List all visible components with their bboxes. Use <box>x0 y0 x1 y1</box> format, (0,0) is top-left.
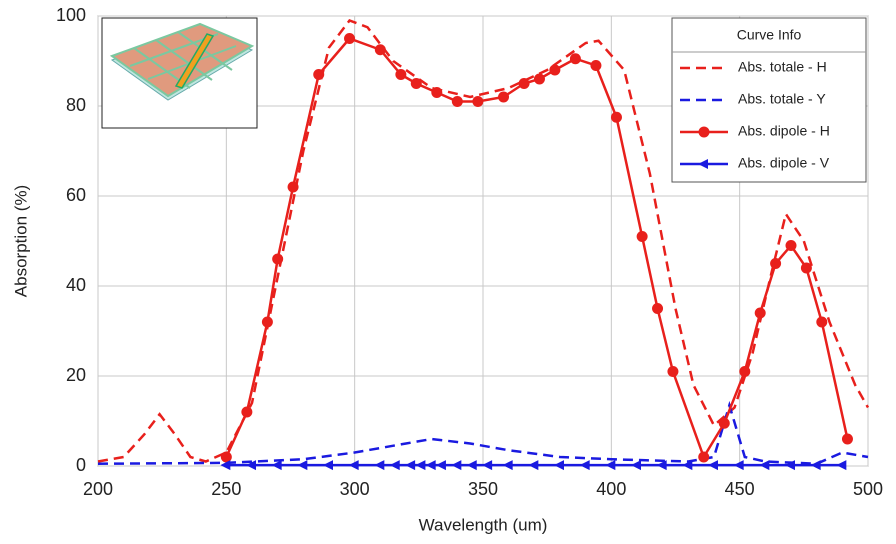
marker <box>610 111 622 123</box>
marker <box>785 460 795 471</box>
legend-label: Abs. totale - Y <box>738 91 826 107</box>
marker <box>323 460 333 471</box>
marker <box>549 64 561 76</box>
marker <box>272 253 284 265</box>
marker <box>395 69 407 80</box>
marker <box>348 460 359 471</box>
marker <box>374 460 385 471</box>
marker <box>605 460 616 471</box>
marker <box>297 460 308 471</box>
x-tick-label: 400 <box>596 479 626 499</box>
marker <box>466 460 477 471</box>
marker <box>374 44 386 56</box>
marker <box>435 460 446 471</box>
inset-image <box>101 17 258 129</box>
marker <box>220 451 232 463</box>
marker <box>313 69 325 80</box>
marker <box>800 262 812 274</box>
marker <box>410 78 422 89</box>
marker <box>739 366 751 377</box>
legend-label: Abs. dipole - H <box>738 123 830 139</box>
legend-marker <box>698 126 710 138</box>
marker <box>431 87 443 98</box>
x-tick-label: 450 <box>725 479 755 499</box>
marker <box>770 258 782 269</box>
marker <box>246 460 256 471</box>
marker <box>718 417 730 429</box>
marker <box>405 460 416 471</box>
marker <box>836 460 847 471</box>
series-line <box>225 37 849 460</box>
marker <box>759 460 770 471</box>
y-tick-label: 60 <box>66 185 86 205</box>
y-tick-label: 80 <box>66 95 86 115</box>
marker <box>579 460 590 471</box>
marker <box>451 460 462 471</box>
x-tick-label: 200 <box>83 479 113 499</box>
marker <box>682 460 693 471</box>
y-tick-label: 40 <box>66 275 86 295</box>
marker <box>652 303 664 314</box>
legend-marker <box>698 159 708 169</box>
marker <box>425 460 436 471</box>
marker <box>554 460 564 471</box>
marker <box>636 231 648 242</box>
marker <box>698 451 710 463</box>
marker <box>472 96 484 107</box>
y-axis-label: Absorption (%) <box>11 185 30 297</box>
legend-label: Abs. dipole - V <box>738 155 830 171</box>
marker <box>498 91 510 103</box>
legend-label: Abs. totale - H <box>738 59 827 75</box>
marker <box>287 181 299 193</box>
marker <box>241 406 253 418</box>
series-line <box>97 400 869 466</box>
marker <box>518 78 530 89</box>
marker <box>816 316 828 328</box>
marker <box>841 433 853 445</box>
x-tick-label: 250 <box>211 479 241 499</box>
marker <box>631 460 641 471</box>
marker <box>656 460 667 471</box>
marker <box>502 460 513 471</box>
marker <box>389 460 400 471</box>
x-tick-label: 350 <box>468 479 498 499</box>
marker <box>810 460 821 471</box>
x-tick-label: 500 <box>853 479 883 499</box>
x-axis-label: Wavelength (um) <box>419 515 548 534</box>
marker <box>220 460 231 471</box>
y-tick-label: 0 <box>76 455 86 475</box>
marker <box>667 366 679 377</box>
marker <box>590 60 602 71</box>
marker <box>344 33 356 44</box>
marker <box>271 460 282 471</box>
x-tick-label: 300 <box>340 479 370 499</box>
y-tick-label: 20 <box>66 365 86 385</box>
legend-title: Curve Info <box>737 27 802 43</box>
marker <box>569 53 581 65</box>
marker <box>261 316 273 328</box>
marker <box>415 460 426 471</box>
marker <box>528 460 539 471</box>
marker <box>754 307 766 319</box>
marker <box>708 460 718 471</box>
marker <box>785 240 797 251</box>
marker <box>482 460 493 471</box>
marker <box>733 460 744 471</box>
marker <box>533 73 545 85</box>
y-tick-label: 100 <box>56 5 86 25</box>
marker <box>451 96 463 107</box>
